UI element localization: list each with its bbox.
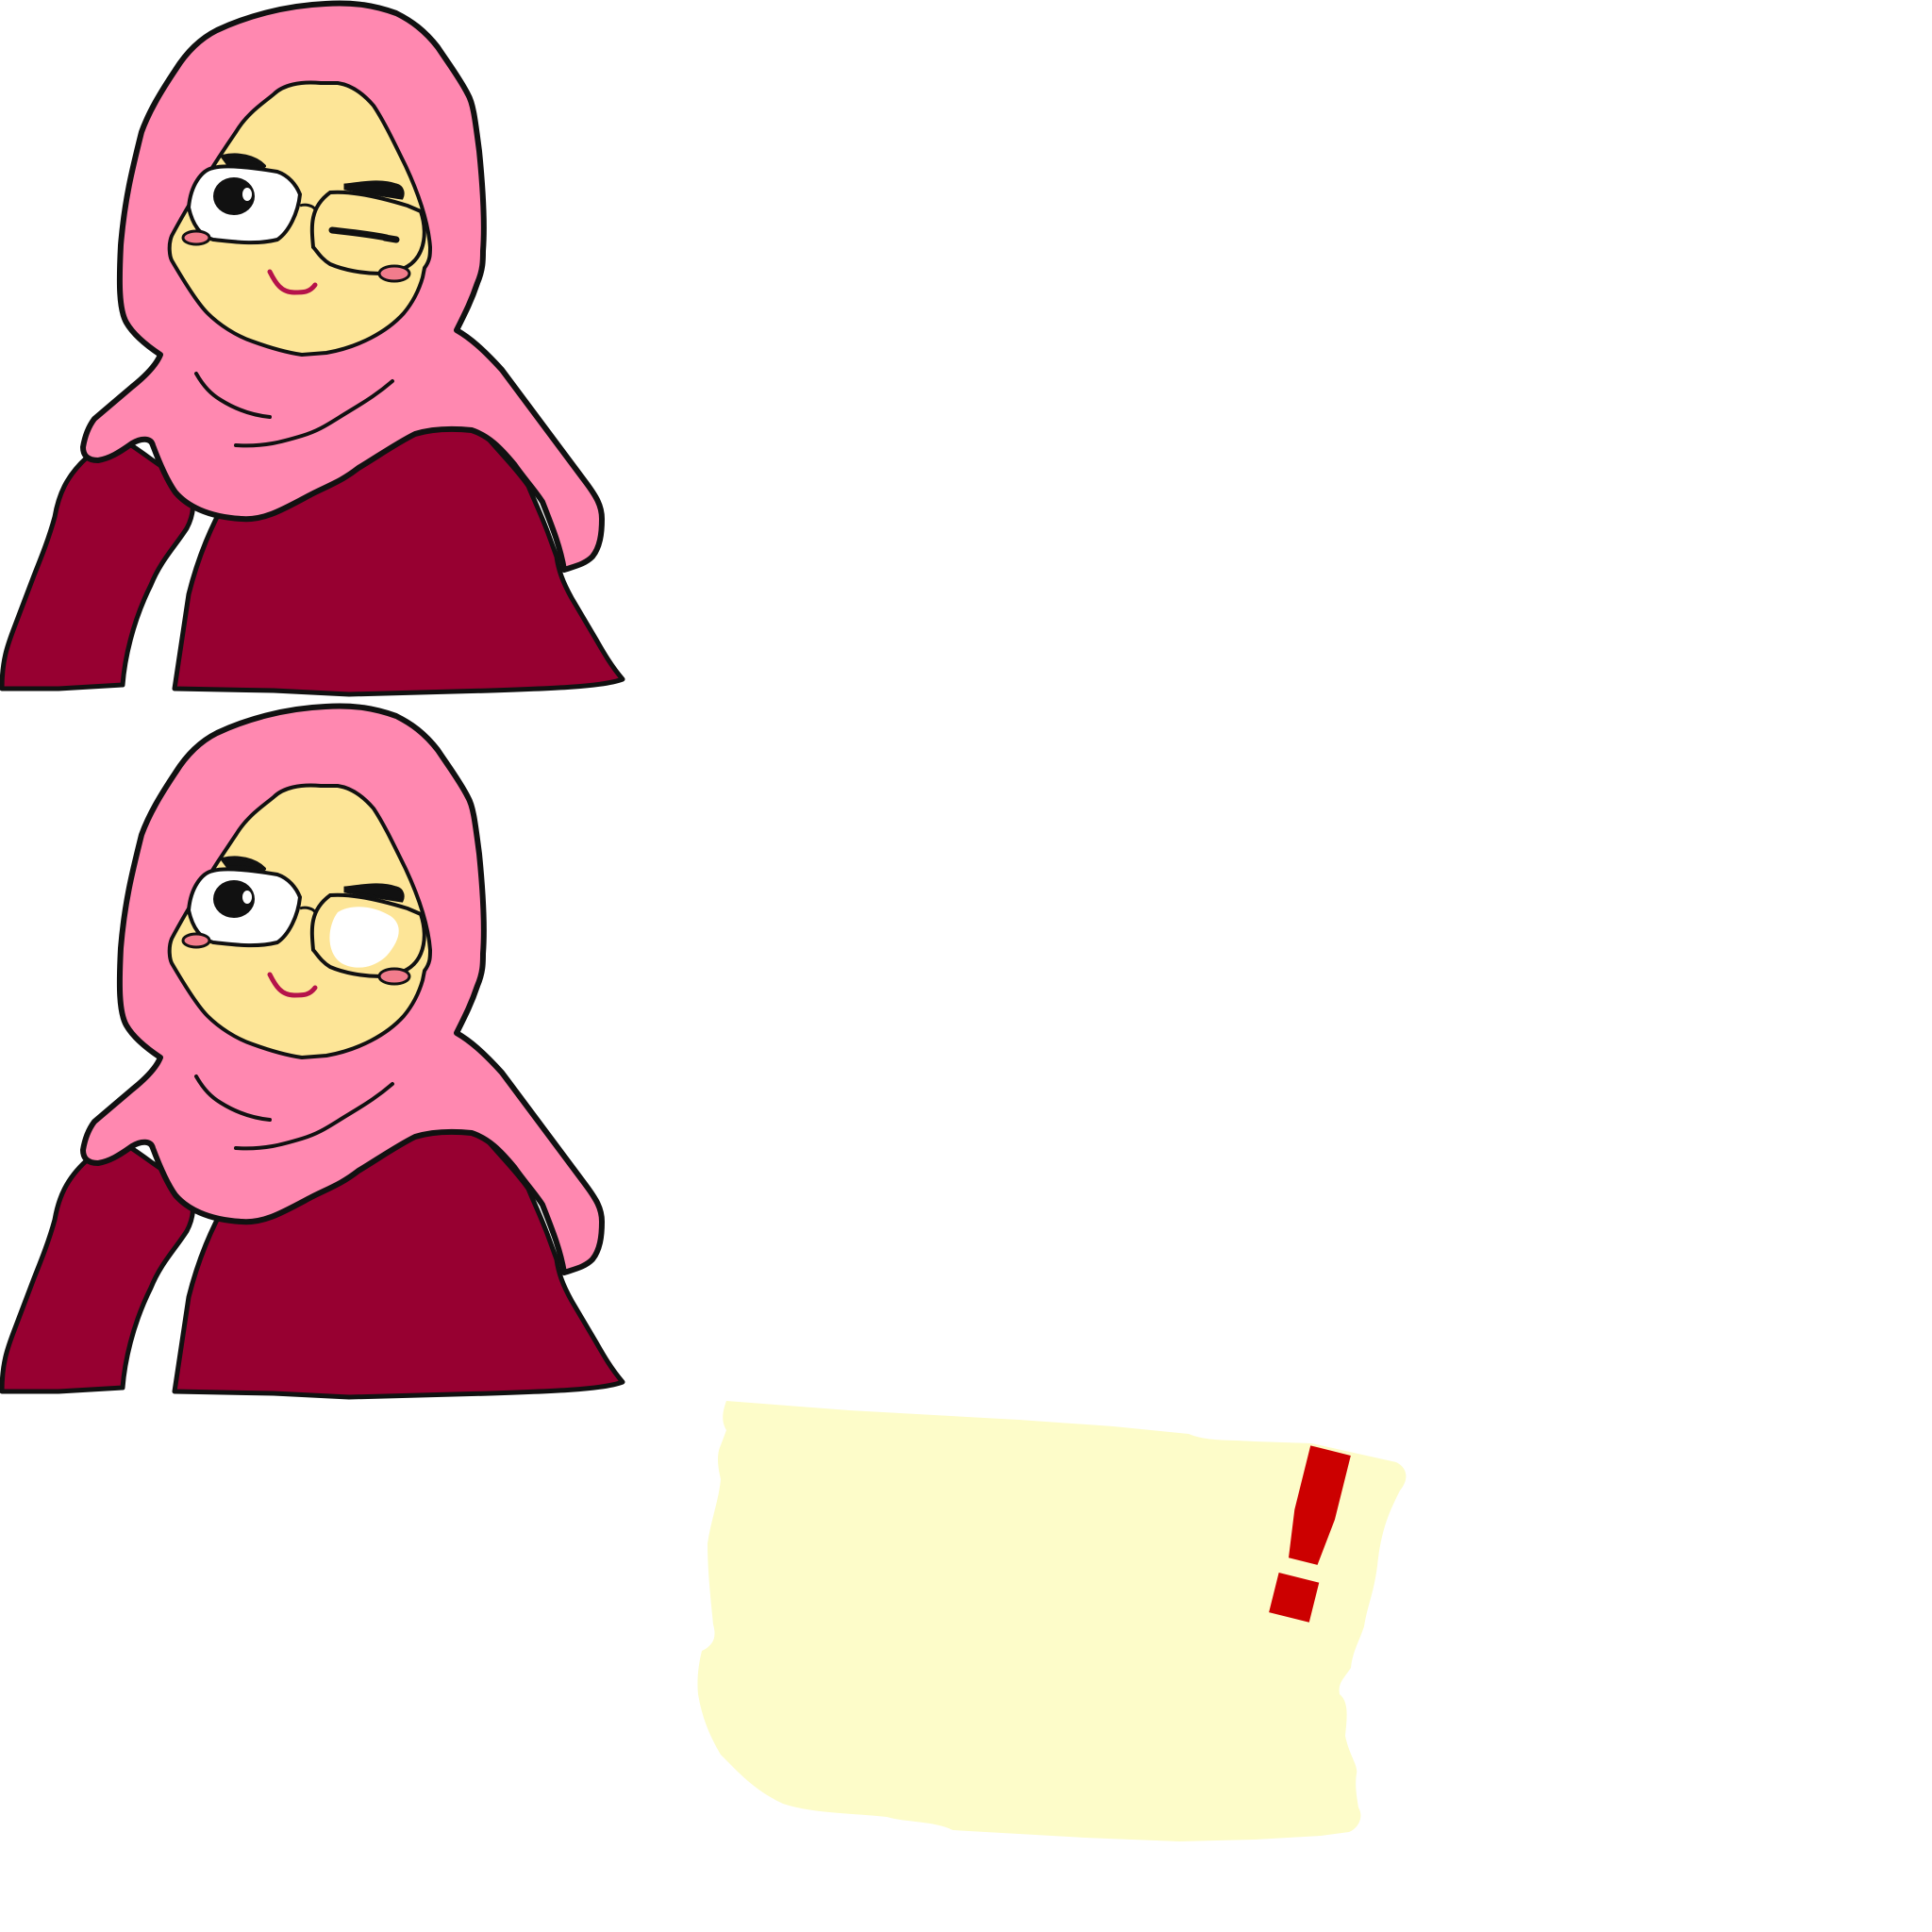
wink-eye-icon	[328, 226, 400, 243]
panel-2	[2, 706, 623, 1397]
character-1	[2, 3, 623, 694]
panel-1	[2, 3, 623, 694]
note-paper	[697, 1401, 1407, 1841]
open-eye-icon	[329, 907, 399, 968]
character-2	[2, 706, 623, 1397]
note-panel: !	[697, 1392, 1407, 1841]
